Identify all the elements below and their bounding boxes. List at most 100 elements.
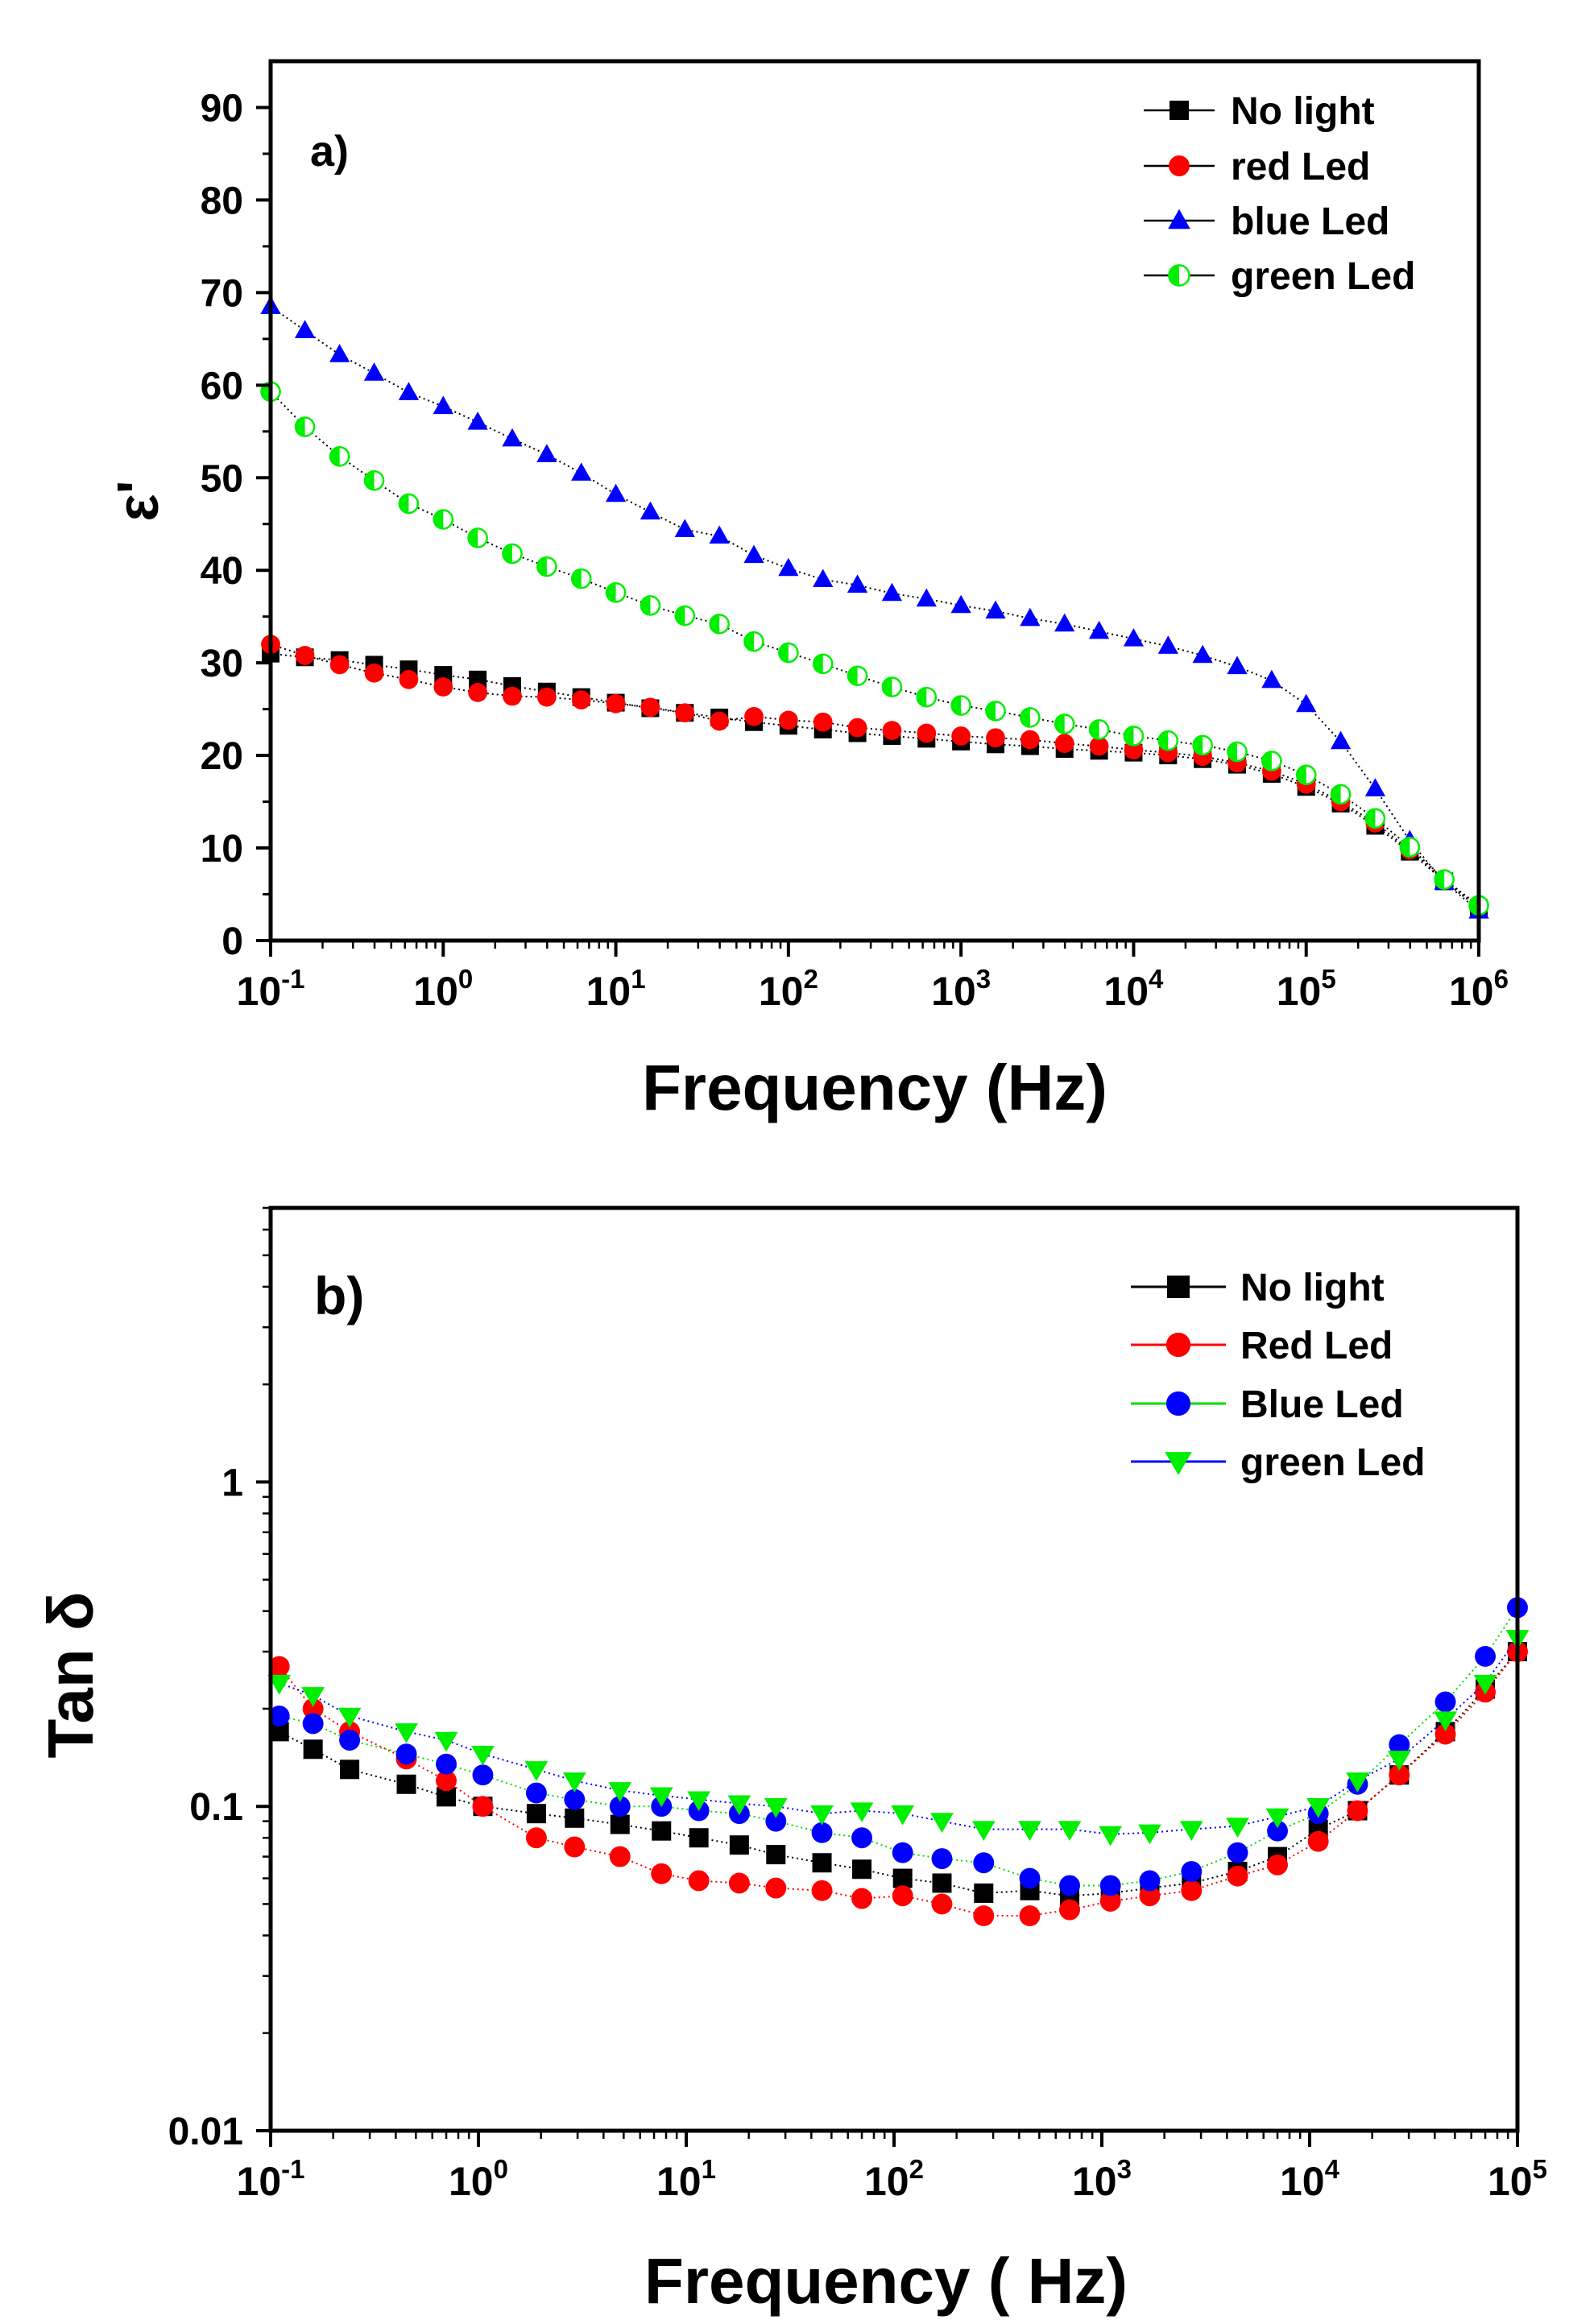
panel-a-data-point [1261,669,1282,689]
panel-b-data-point [340,1760,360,1780]
panel-b-data-point [651,1863,673,1884]
panel-b-data-point [1434,1723,1456,1745]
panel-a-x-tick-label: 103 [931,964,991,1014]
panel-a-data-point [364,663,384,683]
panel-b-y-axis-title: Tan δ [35,1591,106,1758]
panel-a-data-point [743,544,764,564]
panel-b-data-point [1475,1645,1496,1667]
panel-a-data-point [536,444,557,462]
panel-a-data-point [536,687,557,707]
panel-a-label: a) [310,127,349,176]
panel-b-data-point [1346,1772,1369,1793]
panel-a-series-green-led [260,381,1489,916]
panel-a-x-axis-title: Frequency (Hz) [642,1052,1107,1123]
panel-a-data-point [1157,730,1179,751]
panel-a-legend-item: red Led [1144,146,1370,188]
panel-b-data-point [1099,1875,1121,1896]
panel-b-data-point [1139,1870,1161,1892]
legend-label: No light [1240,1267,1385,1309]
panel-a-x-tick-label: 101 [586,964,646,1014]
panel-b-data-point [1347,1800,1368,1822]
panel-b-data-point [267,1674,292,1695]
panel-b-data-point [1226,1817,1249,1838]
panel-a-data-point [985,600,1006,619]
panel-a-data-point [398,493,420,515]
panel-b-data-point [850,1802,874,1822]
panel-b-data-point [729,1835,749,1855]
panel-b-data-point [649,1787,673,1808]
panel-b-data-point [1267,1820,1288,1842]
panel-a-data-point [710,711,730,731]
panel-a-legend-item: green Led [1144,255,1415,298]
panel-a-y-tick-label: 0 [221,920,243,963]
panel-b-data-point [1434,1691,1456,1713]
panel-a-data-point [675,703,695,723]
panel-b-y-tick-label: 0.01 [168,2111,243,2153]
panel-b-data-point [436,1753,457,1775]
panel-b-data-point [337,1707,362,1728]
panel-b-data-point [395,1723,418,1743]
panel-a-data-point [1434,869,1455,890]
panel-b-data-point [564,1836,586,1858]
panel-a-data-point [1364,808,1386,829]
panel-a-data-point [778,557,799,577]
panel-b-data-point [472,1796,494,1817]
panel-a-data-point [743,631,764,652]
panel-b-data-point [688,1870,710,1892]
panel-a-data-point [950,594,971,614]
panel-a-data-point [640,697,660,717]
panel-b-x-tick-label: 103 [1072,2154,1132,2204]
panel-a-data-point [399,669,419,689]
panel-a-y-tick-label: 50 [201,457,243,500]
panel-b-x-tick-label: 102 [864,2154,924,2204]
panel-a-data-point [433,509,454,530]
panel-b-data-point [764,1798,788,1818]
panel-a-data-point [1192,644,1213,664]
panel-a-data-point [813,712,833,732]
panel-b-x-axis-title: Frequency ( Hz) [644,2245,1128,2317]
panel-b-x-tick-label: 100 [449,2154,508,2204]
panel-a-data-point [1020,607,1041,626]
panel-a-data-point [709,525,730,544]
panel-a-data-point [398,382,420,400]
panel-a-data-point [1054,613,1075,632]
panel-a-x-tick-label: 102 [759,964,818,1014]
panel-a-data-point [1296,693,1317,713]
panel-a-data-point [571,462,592,481]
panel-a-data-point [363,362,385,381]
panel-a-data-point [605,483,627,502]
legend-marker [1169,155,1190,176]
panel-a-data-point [709,614,730,635]
panel-a-data-point [778,642,799,664]
panel-b-data-point [303,1739,323,1760]
legend-label: Red Led [1240,1325,1393,1367]
panel-b-chart: 0.01 0.1 1 10-1 100 101 102 103 104 105 b) Freque… [35,1205,1547,2317]
panel-a-data-point [640,501,661,520]
panel-a-data-point [1227,741,1248,763]
panel-a-data-point [847,574,868,593]
panel-a-data-point [433,395,453,415]
panel-a-data-point [881,676,903,697]
panel-b-data-point [395,1743,417,1765]
panel-a-y-tick-label: 40 [201,550,243,593]
panel-b-data-point [811,1822,833,1843]
panel-a-x-tick-label: 105 [1277,964,1336,1014]
panel-b-data-point [302,1698,324,1719]
panel-a-x-tick-label: 10-1 [237,964,305,1014]
panel-b-data-point [892,1885,913,1907]
panel-b-data-point [811,1879,833,1901]
panel-a-data-point [813,569,834,588]
panel-b-data-point [851,1827,872,1849]
panel-b-data-point [1387,1751,1411,1771]
panel-a-data-point [674,605,696,626]
panel-b-data-point [810,1805,834,1826]
panel-b-data-point [434,1731,458,1752]
panel-a-data-point [1364,778,1386,796]
panel-b-data-point [892,1868,913,1888]
panel-a-data-point [847,717,867,738]
panel-a-data-point [469,670,487,689]
panel-a-y-tick-label: 90 [201,87,243,130]
panel-a-data-point [882,721,902,740]
panel-b-data-point [1267,1854,1288,1875]
